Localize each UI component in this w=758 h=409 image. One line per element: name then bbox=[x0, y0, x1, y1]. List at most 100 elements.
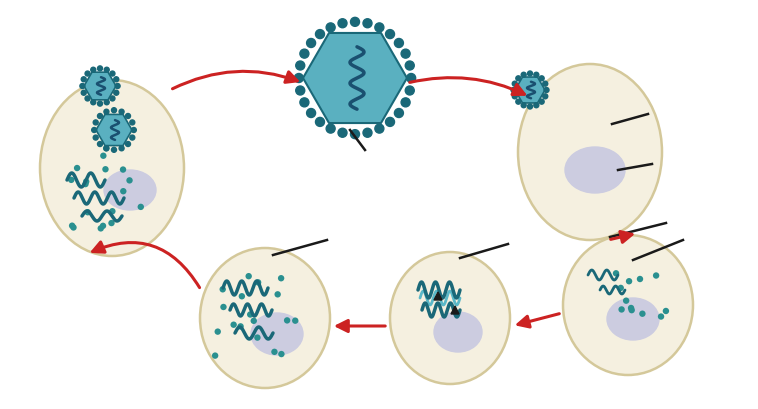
Circle shape bbox=[83, 178, 89, 185]
Circle shape bbox=[115, 83, 120, 88]
Circle shape bbox=[230, 321, 236, 328]
Circle shape bbox=[98, 142, 102, 146]
Circle shape bbox=[111, 108, 117, 113]
Circle shape bbox=[84, 209, 91, 216]
Circle shape bbox=[119, 146, 124, 151]
Ellipse shape bbox=[200, 248, 330, 388]
Circle shape bbox=[296, 86, 305, 95]
Circle shape bbox=[81, 77, 86, 82]
Circle shape bbox=[637, 276, 644, 282]
Circle shape bbox=[212, 353, 218, 359]
Polygon shape bbox=[451, 306, 459, 314]
Circle shape bbox=[626, 278, 632, 284]
Circle shape bbox=[539, 76, 544, 81]
Circle shape bbox=[85, 71, 90, 76]
Circle shape bbox=[658, 313, 664, 320]
Ellipse shape bbox=[518, 64, 662, 240]
Polygon shape bbox=[434, 292, 442, 300]
Polygon shape bbox=[96, 115, 132, 146]
Circle shape bbox=[338, 128, 347, 137]
Circle shape bbox=[109, 208, 115, 214]
Circle shape bbox=[628, 305, 634, 311]
Ellipse shape bbox=[563, 235, 693, 375]
Circle shape bbox=[251, 318, 257, 324]
Circle shape bbox=[131, 128, 136, 133]
Circle shape bbox=[278, 351, 284, 357]
Circle shape bbox=[68, 177, 74, 183]
Circle shape bbox=[237, 323, 244, 330]
Circle shape bbox=[306, 38, 315, 47]
Circle shape bbox=[619, 306, 625, 312]
Circle shape bbox=[292, 317, 299, 324]
Circle shape bbox=[98, 101, 102, 106]
Circle shape bbox=[246, 273, 252, 279]
Circle shape bbox=[120, 166, 127, 173]
Circle shape bbox=[528, 104, 533, 109]
Circle shape bbox=[114, 77, 119, 82]
Circle shape bbox=[612, 270, 619, 276]
Circle shape bbox=[326, 124, 335, 133]
Circle shape bbox=[315, 29, 324, 38]
Circle shape bbox=[618, 285, 624, 291]
Circle shape bbox=[522, 72, 526, 77]
Circle shape bbox=[127, 177, 133, 184]
Circle shape bbox=[92, 128, 97, 133]
Circle shape bbox=[296, 61, 305, 70]
Circle shape bbox=[239, 293, 245, 299]
Circle shape bbox=[130, 135, 135, 140]
Circle shape bbox=[516, 76, 521, 81]
Circle shape bbox=[401, 49, 410, 58]
Circle shape bbox=[386, 117, 394, 126]
Circle shape bbox=[406, 86, 415, 95]
Circle shape bbox=[539, 99, 544, 104]
Circle shape bbox=[300, 49, 309, 58]
Circle shape bbox=[93, 120, 99, 125]
Circle shape bbox=[315, 117, 324, 126]
Ellipse shape bbox=[434, 312, 482, 352]
Circle shape bbox=[394, 38, 403, 47]
Circle shape bbox=[350, 17, 359, 26]
Circle shape bbox=[386, 29, 394, 38]
Circle shape bbox=[544, 88, 549, 92]
Circle shape bbox=[294, 74, 303, 83]
Circle shape bbox=[653, 272, 659, 279]
Circle shape bbox=[512, 94, 517, 99]
Circle shape bbox=[300, 98, 309, 107]
Circle shape bbox=[221, 304, 227, 310]
Circle shape bbox=[69, 222, 75, 229]
Circle shape bbox=[100, 153, 107, 159]
Circle shape bbox=[103, 145, 109, 151]
Circle shape bbox=[401, 98, 410, 107]
Circle shape bbox=[220, 286, 226, 292]
Circle shape bbox=[639, 310, 646, 317]
Circle shape bbox=[98, 66, 102, 71]
Circle shape bbox=[104, 109, 109, 114]
Circle shape bbox=[74, 165, 80, 171]
Circle shape bbox=[81, 90, 86, 95]
Circle shape bbox=[363, 19, 372, 28]
Circle shape bbox=[516, 99, 521, 104]
Circle shape bbox=[114, 90, 119, 95]
Circle shape bbox=[105, 100, 109, 105]
Circle shape bbox=[110, 96, 115, 101]
Circle shape bbox=[98, 225, 104, 231]
Circle shape bbox=[85, 96, 90, 101]
Circle shape bbox=[284, 317, 290, 324]
Circle shape bbox=[512, 81, 517, 86]
Circle shape bbox=[278, 275, 284, 281]
Polygon shape bbox=[84, 72, 116, 100]
Circle shape bbox=[93, 135, 99, 140]
Circle shape bbox=[130, 120, 135, 125]
Circle shape bbox=[119, 109, 124, 114]
Circle shape bbox=[98, 114, 102, 119]
Circle shape bbox=[406, 74, 415, 83]
Circle shape bbox=[110, 71, 115, 76]
Circle shape bbox=[394, 108, 403, 117]
Ellipse shape bbox=[390, 252, 510, 384]
Circle shape bbox=[274, 291, 281, 297]
Circle shape bbox=[247, 311, 253, 318]
Circle shape bbox=[120, 188, 127, 194]
Circle shape bbox=[254, 335, 261, 341]
Ellipse shape bbox=[565, 147, 625, 193]
Circle shape bbox=[543, 94, 548, 99]
